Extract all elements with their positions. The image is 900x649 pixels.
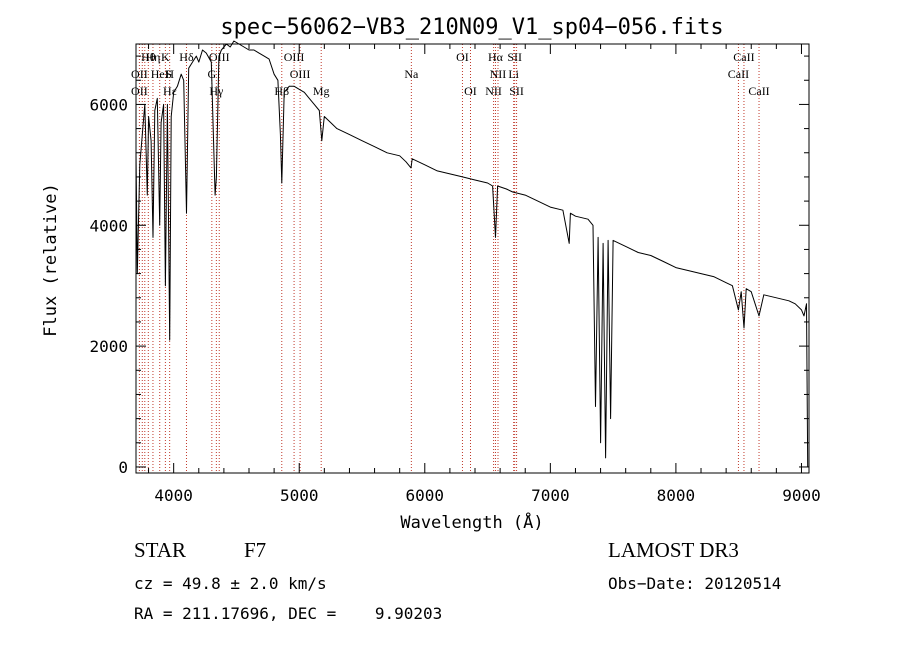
- marker-label: OII: [131, 67, 148, 81]
- x-tick-label: 6000: [406, 486, 445, 505]
- survey-name: LAMOST DR3: [608, 538, 739, 562]
- marker-label: OIII: [284, 50, 305, 64]
- x-tick-label: 9000: [782, 486, 821, 505]
- marker-label: SII: [509, 84, 524, 98]
- redshift-cz: cz = 49.8 ± 2.0 km/s: [134, 574, 327, 593]
- plot-frame: [135, 43, 810, 474]
- coordinates: RA = 211.17696, DEC = 9.90203: [134, 604, 443, 623]
- marker-label: H: [165, 67, 174, 81]
- marker-label: OI: [456, 50, 469, 64]
- x-tick-label: 5000: [280, 486, 319, 505]
- x-tick-label: 8000: [657, 486, 696, 505]
- marker-label: Hη: [145, 50, 160, 64]
- marker-label: HeI: [151, 67, 169, 81]
- marker-label: OII: [131, 84, 148, 98]
- emission-line-markers: [138, 44, 760, 473]
- marker-label: CaII: [748, 84, 769, 98]
- marker-label: CaII: [728, 67, 749, 81]
- y-tick-label: 2000: [89, 337, 128, 356]
- marker-label: Li: [508, 67, 519, 81]
- marker-label: Hβ: [274, 84, 289, 98]
- marker-label: K: [161, 50, 170, 64]
- marker-label: NII: [490, 67, 507, 81]
- marker-label: OI: [464, 84, 477, 98]
- y-tick-label: 0: [118, 458, 128, 477]
- spectral-subclass: F7: [244, 538, 267, 562]
- chart-title: spec−56062−VB3_210N09_V1_sp04−056.fits: [220, 15, 723, 40]
- x-axis-ticks: 4000 5000 6000 7000 8000 9000: [148, 44, 821, 505]
- y-axis-ticks: 0 2000 4000 6000: [89, 55, 809, 477]
- object-type: STAR: [134, 538, 186, 562]
- marker-label: Mg: [313, 84, 330, 98]
- spectrum-series: [135, 40, 809, 468]
- marker-label: Hθ: [141, 50, 156, 64]
- marker-label: S: [165, 67, 172, 81]
- y-tick-label: 6000: [89, 95, 128, 114]
- marker-label: OIII: [290, 67, 311, 81]
- spectrum-chart: spec−56062−VB3_210N09_V1_sp04−056.fits H…: [41, 15, 821, 533]
- y-tick-label: 4000: [89, 216, 128, 235]
- marker-label: Na: [404, 67, 419, 81]
- observation-date: Obs−Date: 20120514: [608, 574, 782, 593]
- y-axis-label: Flux (relative): [41, 183, 61, 337]
- marker-label: SII: [507, 50, 522, 64]
- x-tick-label: 4000: [154, 486, 193, 505]
- x-tick-label: 7000: [531, 486, 570, 505]
- marker-label: Hα: [488, 50, 504, 64]
- marker-label: NII: [485, 84, 502, 98]
- spectrum-line: [135, 40, 809, 468]
- marker-label: CaII: [733, 50, 754, 64]
- x-axis-label: Wavelength (Å): [400, 511, 543, 533]
- marker-label: Hγ: [209, 84, 224, 98]
- marker-label: Hδ: [179, 50, 194, 64]
